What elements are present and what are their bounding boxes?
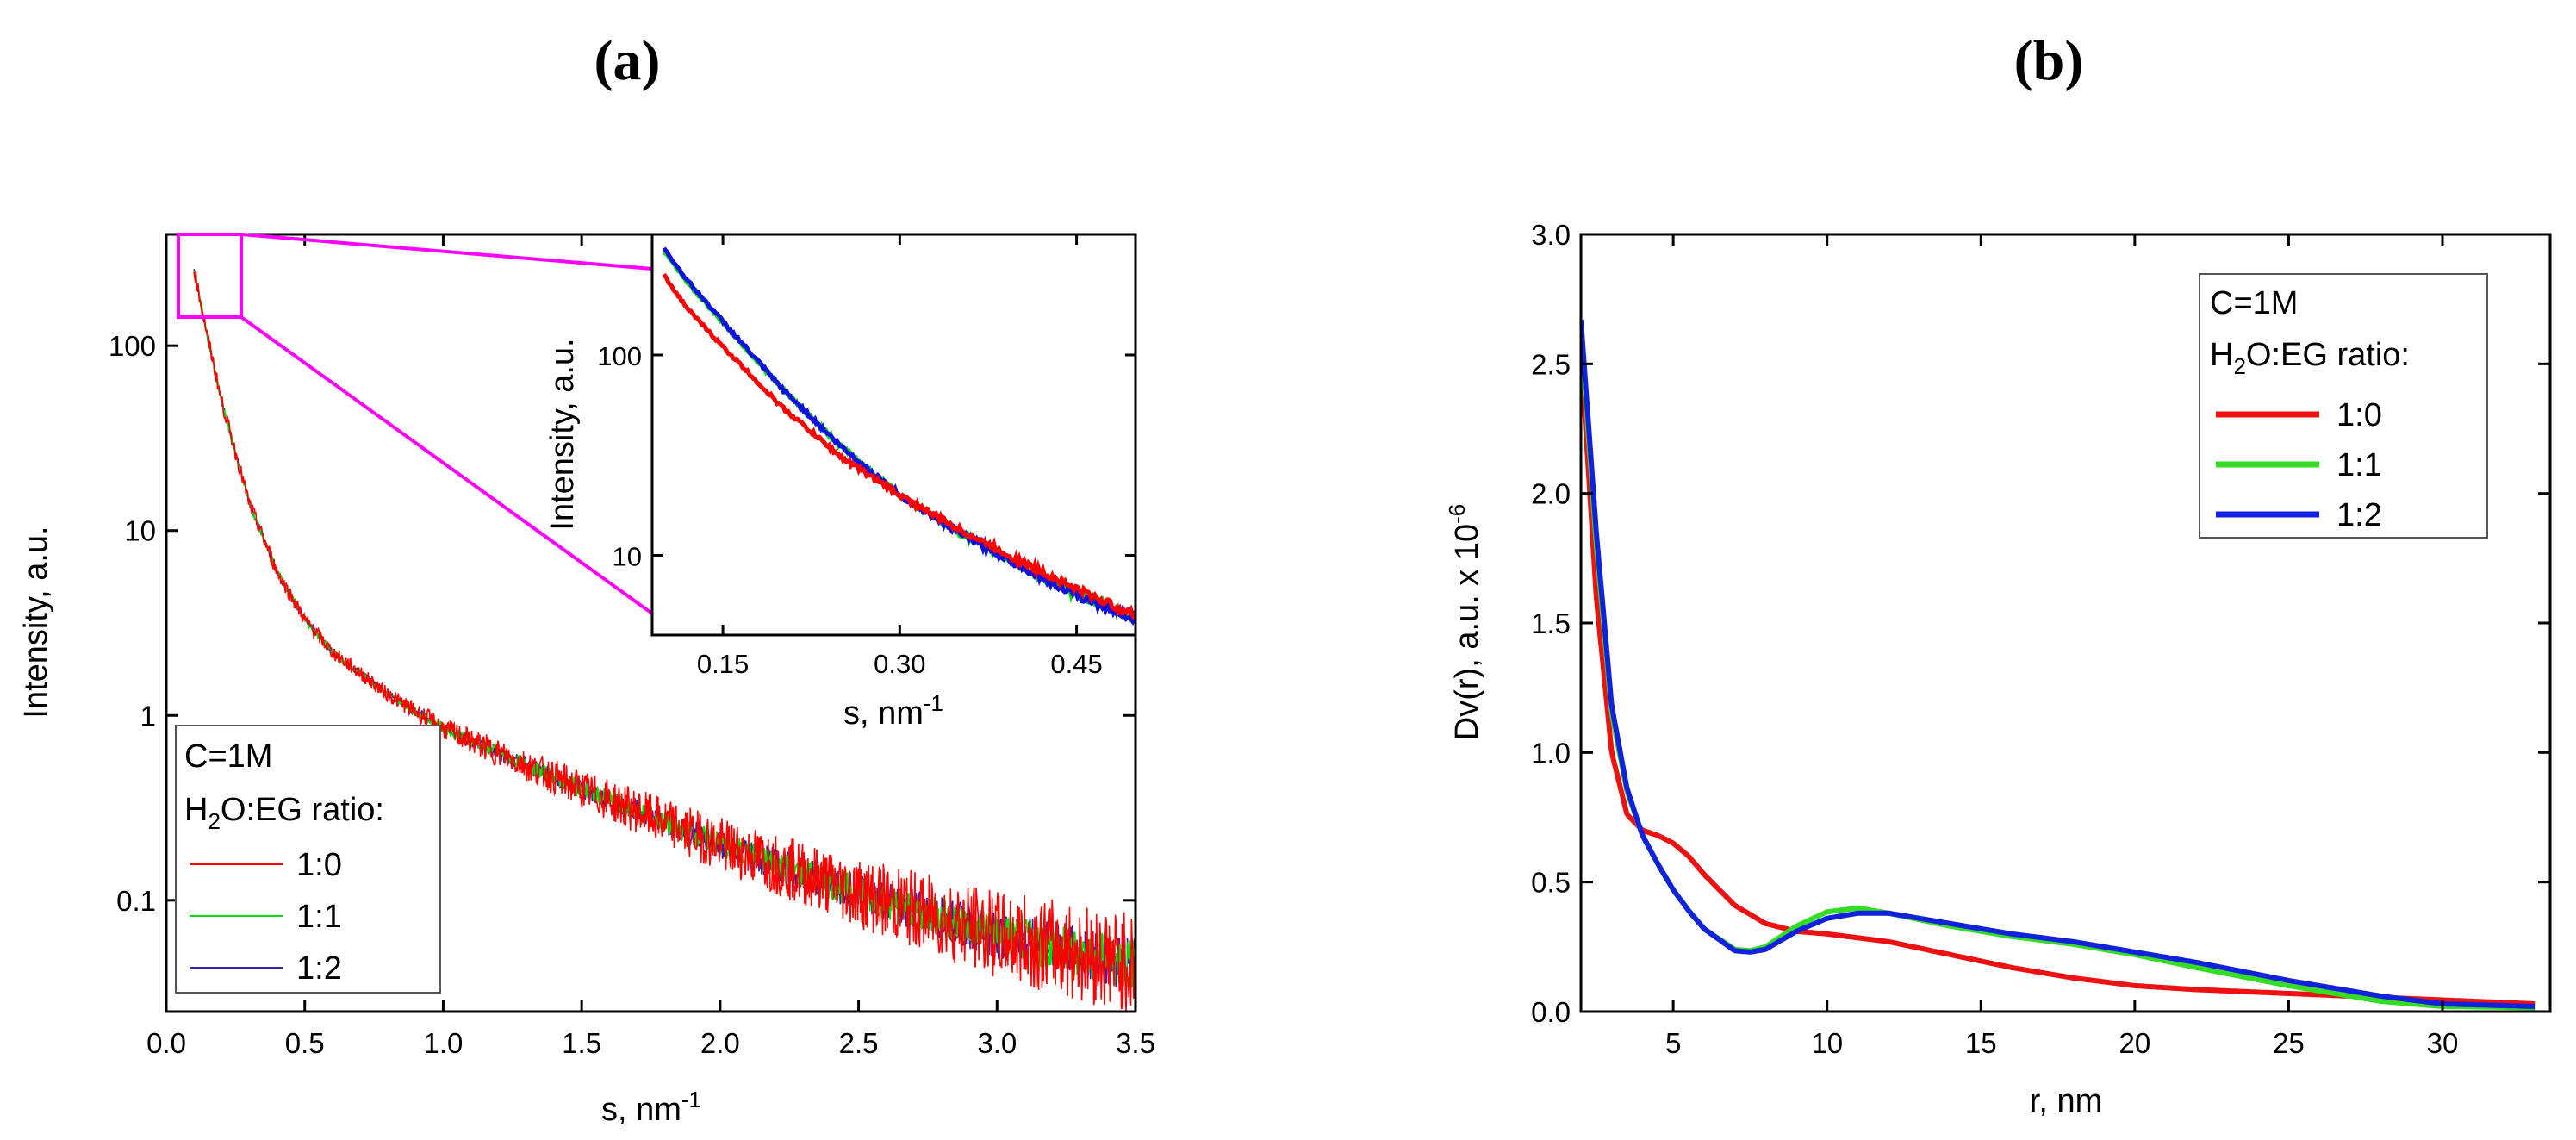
inset-x-ticks: 0.15 0.30 0.45 <box>697 234 1103 679</box>
panel-a-x-tick-label: 0.0 <box>146 1027 186 1059</box>
panel-b-y-tick-label: 2.5 <box>1531 348 1571 380</box>
panel-b-x-tick-label: 25 <box>2273 1027 2305 1059</box>
panel-b-y-label: Dv(r), a.u. x 10-6 <box>1444 504 1485 740</box>
panel-a-y-tick-label: 100 <box>109 330 156 362</box>
panel-a-x-tick-label: 2.5 <box>839 1027 879 1059</box>
legend-b-label-1-2: 1:2 <box>2336 497 2382 533</box>
panel-a-x-tick-label: 1.0 <box>423 1027 463 1059</box>
panel-b-x-label: r, nm <box>2030 1083 2102 1119</box>
panel-label-a: (a) <box>594 29 661 92</box>
panel-a-x-label: s, nm-1 <box>601 1087 701 1128</box>
zoom-connector-top <box>240 233 653 271</box>
panel-b-y-tick-label: 0.5 <box>1531 867 1571 899</box>
legend-a-label-1-0: 1:0 <box>296 847 342 883</box>
panel-a-x-tick-label: 0.5 <box>285 1027 325 1059</box>
legend-a-subtitle: H2O:EG ratio: <box>184 792 384 834</box>
panel-a-x-tick-label: 3.0 <box>977 1027 1017 1059</box>
panel-a-x-tick-label: 2.0 <box>700 1027 740 1059</box>
inset-series-1-0 <box>662 272 1136 620</box>
panel-b-x-tick-label: 20 <box>2119 1027 2150 1059</box>
legend-b-title: C=1M <box>2210 285 2298 321</box>
panel-b-y-tick-label: 3.0 <box>1531 219 1571 251</box>
legend-b-box <box>2199 273 2488 539</box>
panel-b-x-tick-label: 5 <box>1665 1027 1681 1059</box>
legend-b: C=1M H2O:EG ratio: 1:0 1:1 1:2 <box>2199 273 2488 539</box>
panel-b-y-ticks: 0.0 0.5 1.0 1.5 2.0 2.5 3.0 <box>1531 219 2550 1028</box>
legend-b-label-1-1: 1:1 <box>2336 447 2382 483</box>
legend-b-label-1-0: 1:0 <box>2336 397 2382 433</box>
panel-a-y-tick-label: 1 <box>140 700 156 732</box>
inset-curves <box>662 246 1136 626</box>
inset-frame <box>650 233 1137 637</box>
panel-b-x-ticks: 5 10 15 20 25 30 <box>1665 234 2458 1059</box>
panel-b-y-tick-label: 1.5 <box>1531 607 1571 639</box>
panel-b-x-tick-label: 15 <box>1965 1027 1997 1059</box>
panel-b-y-tick-label: 1.0 <box>1531 737 1571 769</box>
panel-b-y-tick-label: 2.0 <box>1531 478 1571 510</box>
panel-label-b: (b) <box>2014 29 2084 92</box>
panel-b-series-1-2 <box>1581 319 2536 1009</box>
panel-a-y-tick-label: 0.1 <box>116 885 156 917</box>
inset-x-label: s, nm-1 <box>843 690 943 732</box>
panel-b: 5 10 15 20 25 30 0.0 0.5 1.0 1.5 2.0 2.5 3.0 C=1M H… <box>1444 219 2552 1119</box>
legend-a-box <box>175 725 441 994</box>
panel-a-y-ticks: 0.1 1 10 100 <box>109 330 1136 917</box>
legend-a-title: C=1M <box>184 738 272 775</box>
panel-a-series-1-0 <box>193 271 1136 1012</box>
panel-a-x-ticks: 0.0 0.5 1.0 1.5 2.0 2.5 3.0 3.5 <box>146 234 1155 1059</box>
zoom-box <box>177 233 243 319</box>
inset-y-ticks: 10 100 <box>597 341 1136 571</box>
inset-y-tick-label: 10 <box>613 541 642 571</box>
panel-b-x-tick-label: 30 <box>2427 1027 2459 1059</box>
panel-a-curves <box>193 269 1136 1012</box>
panel-a-y-tick-label: 10 <box>124 515 156 547</box>
inset-y-label: Intensity, a.u. <box>544 338 581 530</box>
zoom-connector-bottom <box>240 315 654 615</box>
inset-x-tick-label: 0.30 <box>874 649 925 679</box>
panel-b-y-tick-label: 0.0 <box>1531 996 1571 1028</box>
inset-x-tick-label: 0.15 <box>697 649 749 679</box>
panel-b-curves <box>1581 319 2536 1011</box>
legend-a-label-1-2: 1:2 <box>296 950 342 987</box>
panel-a-x-tick-label: 3.5 <box>1116 1027 1155 1059</box>
panel-b-x-tick-label: 10 <box>1811 1027 1843 1059</box>
panel-a-x-tick-label: 1.5 <box>562 1027 601 1059</box>
panel-a-y-label: Intensity, a.u. <box>18 526 54 718</box>
inset-y-tick-label: 100 <box>597 341 642 371</box>
legend-b-subtitle: H2O:EG ratio: <box>2210 337 2410 379</box>
legend-a: C=1M H2O:EG ratio: 1:0 1:1 1:2 <box>175 725 441 994</box>
inset-plot: 0.15 0.30 0.45 10 100 s, nm-1 Intensity, a.… <box>544 233 1137 732</box>
legend-a-label-1-1: 1:1 <box>296 899 342 935</box>
inset-x-tick-label: 0.45 <box>1050 649 1102 679</box>
